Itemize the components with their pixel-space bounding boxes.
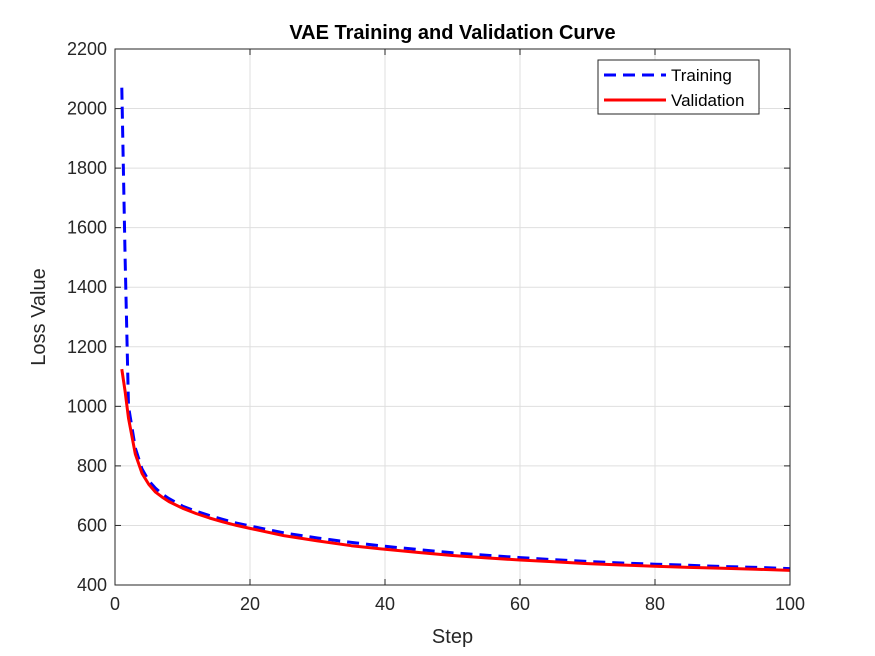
series-line-training [120, 87, 791, 571]
legend: Training Validation [597, 59, 760, 115]
y-tick-label: 1800 [67, 158, 107, 178]
x-tick-label: 60 [510, 594, 530, 614]
y-axis-ticks: 400 600 800 1000 1200 1400 1600 1800 2000 2200 [67, 39, 790, 595]
x-tick-label: 0 [110, 594, 120, 614]
y-tick-label: 1000 [67, 396, 107, 416]
y-tick-label: 800 [77, 456, 107, 476]
y-tick-label: 1600 [67, 218, 107, 238]
x-tick-label: 80 [645, 594, 665, 614]
x-tick-label: 100 [775, 594, 805, 614]
legend-entry-training: Training [671, 66, 732, 85]
series-line-validation [120, 368, 791, 572]
y-tick-label: 1400 [67, 277, 107, 297]
x-axis-label: Step [432, 626, 473, 648]
series-layer [120, 87, 791, 572]
y-tick-label: 600 [77, 515, 107, 535]
plot-frame [114, 48, 791, 586]
plot-area [115, 49, 790, 585]
x-tick-label: 40 [375, 594, 395, 614]
chart-title: VAE Training and Validation Curve [289, 22, 615, 44]
y-tick-label: 1200 [67, 337, 107, 357]
y-tick-label: 2200 [67, 39, 107, 59]
y-tick-label: 400 [77, 575, 107, 595]
legend-entry-validation: Validation [671, 91, 744, 110]
y-axis-label: Loss Value [28, 268, 50, 365]
x-axis-ticks: 0 20 40 60 80 100 [110, 49, 805, 614]
x-tick-label: 20 [240, 594, 260, 614]
grid [114, 48, 791, 586]
legend-box [597, 59, 760, 115]
y-tick-label: 2000 [67, 99, 107, 119]
